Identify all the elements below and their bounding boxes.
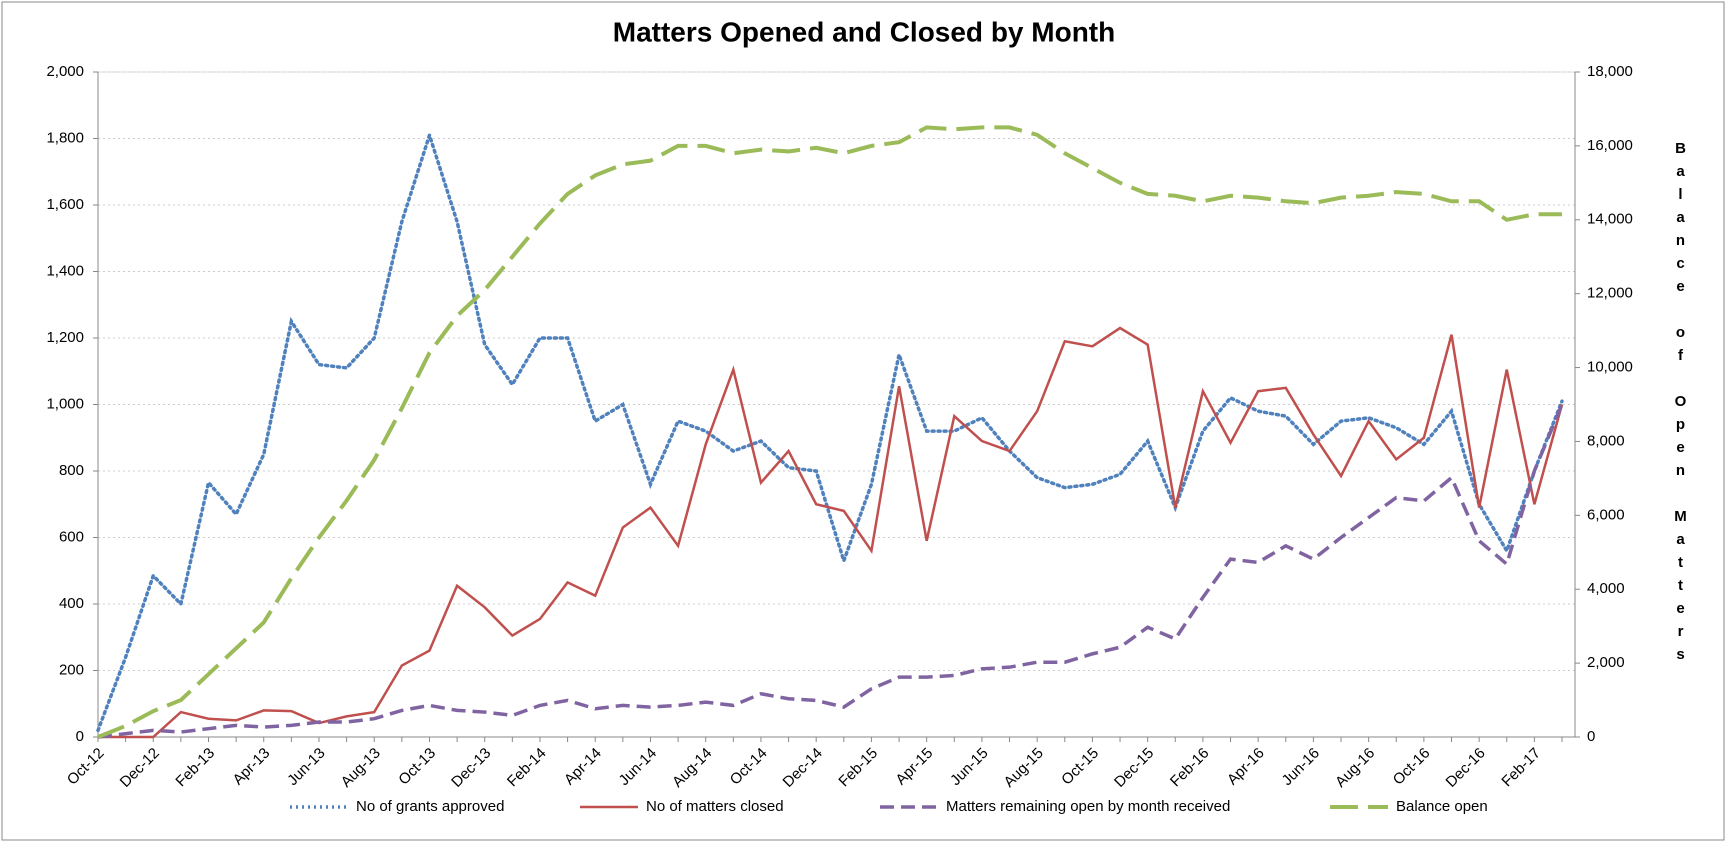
legend-label: No of grants approved <box>356 798 504 815</box>
legend-item: No of grants approved <box>290 798 504 815</box>
y2-tick-label: 18,000 <box>1587 63 1633 80</box>
y2-tick-label: 0 <box>1587 728 1595 745</box>
series-line <box>97 403 1564 739</box>
y-tick-label: 1,600 <box>46 196 84 213</box>
legend-label: No of matters closed <box>646 798 784 815</box>
y-tick-label: 1,800 <box>46 129 84 146</box>
legend-item: Matters remaining open by month received <box>880 798 1230 815</box>
y2-tick-label: 12,000 <box>1587 285 1633 302</box>
y-tick-label: 800 <box>59 462 84 479</box>
y2-tick-label: 14,000 <box>1587 211 1633 228</box>
y-tick-label: 200 <box>59 661 84 678</box>
y-tick-label: 400 <box>59 595 84 612</box>
legend-item: No of matters closed <box>580 798 784 815</box>
legend-item: Balance open <box>1330 798 1488 815</box>
y2-tick-label: 6,000 <box>1587 506 1625 523</box>
y-tick-label: 600 <box>59 528 84 545</box>
y2-tick-label: 8,000 <box>1587 432 1625 449</box>
y2-tick-label: 16,000 <box>1587 137 1633 154</box>
y2-tick-label: 2,000 <box>1587 654 1625 671</box>
y-tick-label: 1,400 <box>46 262 84 279</box>
y-tick-label: 2,000 <box>46 63 84 80</box>
series-line <box>97 125 1562 739</box>
y-tick-label: 1,000 <box>46 395 84 412</box>
series-line <box>98 326 1564 739</box>
y-tick-label: 0 <box>76 728 84 745</box>
chart-title: Matters Opened and Closed by Month <box>613 16 1115 47</box>
legend-label: Balance open <box>1396 798 1488 815</box>
y2-axis-label: Balance of Open Matters <box>1672 140 1689 669</box>
y2-tick-label: 4,000 <box>1587 580 1625 597</box>
y-tick-label: 1,200 <box>46 329 84 346</box>
y2-tick-label: 10,000 <box>1587 359 1633 376</box>
legend-label: Matters remaining open by month received <box>946 798 1230 815</box>
